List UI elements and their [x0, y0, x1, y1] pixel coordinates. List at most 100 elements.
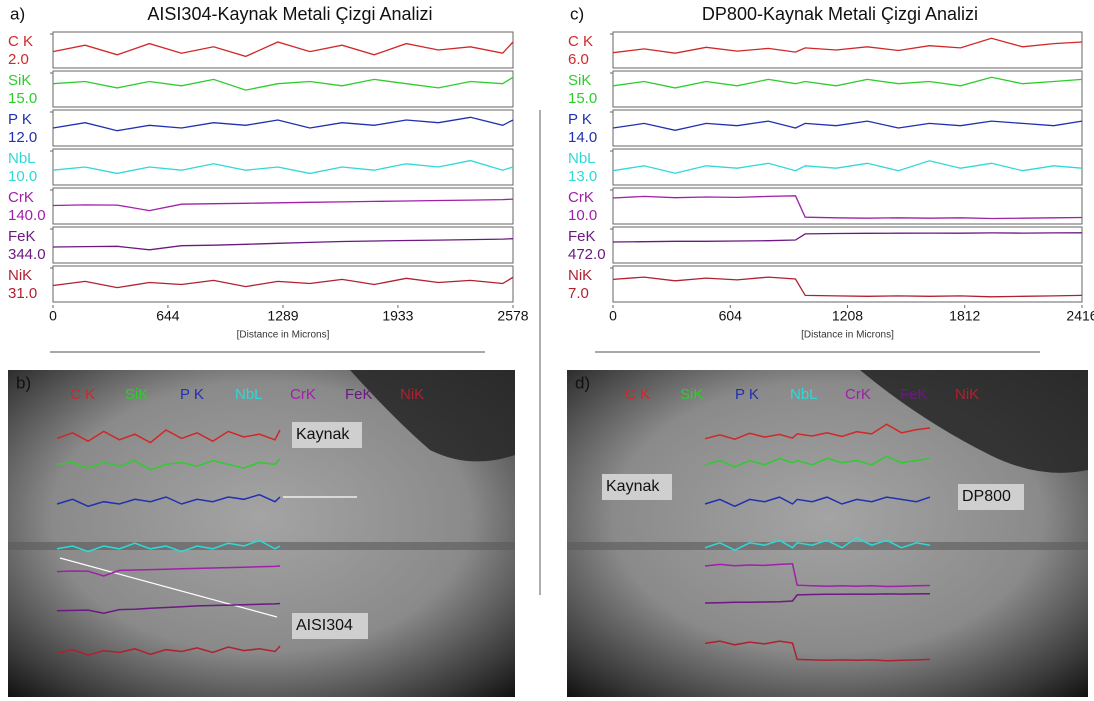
track-max-label: 2.0 [8, 51, 29, 68]
line-scan [52, 198, 514, 212]
overlay-line-scan [704, 640, 931, 662]
overlay-line-scan [56, 458, 281, 471]
annotation: Kaynak [606, 478, 660, 495]
track-max-label: 31.0 [8, 285, 37, 302]
track-name: P K [568, 111, 592, 128]
x-axis-label: [Distance in Microns] [237, 330, 330, 341]
element-label: FeK [900, 386, 928, 403]
track-max-label: 7.0 [568, 285, 589, 302]
line-scan [52, 76, 514, 91]
track-frame [52, 148, 514, 186]
element-label: C K [70, 386, 95, 403]
track-max-label: 10.0 [568, 207, 597, 224]
panel-label: a) [10, 4, 25, 23]
annotation: Kaynak [296, 426, 350, 443]
x-tick-label: 644 [156, 308, 180, 324]
line-scan [612, 276, 1083, 298]
track-name: SiK [8, 72, 31, 89]
element-label: SiK [680, 386, 703, 403]
x-tick-label: 0 [609, 308, 617, 324]
weld-seam [8, 542, 515, 550]
annotation-box [292, 422, 362, 448]
overlay-line-scan [704, 536, 931, 552]
track-frame [52, 31, 514, 69]
panel-label: b) [16, 373, 31, 392]
track-frame [612, 226, 1083, 264]
track-max-label: 140.0 [8, 207, 46, 224]
track-name: P K [8, 111, 32, 128]
track-max-label: 15.0 [568, 90, 597, 107]
x-axis-label: [Distance in Microns] [801, 330, 894, 341]
line-scan [52, 238, 514, 251]
line-scan [612, 160, 1083, 174]
overlay-line-scan [704, 593, 931, 604]
element-label: C K [625, 386, 650, 403]
element-label: NbL [235, 386, 263, 403]
overlay-line-scan [56, 493, 281, 508]
x-tick-label: 1933 [382, 308, 413, 324]
track-frame [612, 187, 1083, 225]
element-label: SiK [125, 386, 148, 403]
annotation-box [602, 474, 672, 500]
track-name: CrK [568, 189, 594, 206]
line-scan [52, 276, 514, 289]
line-scan [612, 76, 1083, 89]
element-label: P K [735, 386, 759, 403]
track-name: FeK [568, 228, 596, 245]
overlay-line-scan [56, 602, 281, 614]
panel-label: c) [570, 4, 584, 23]
track-name: C K [568, 33, 593, 50]
annotation-box [292, 613, 368, 639]
scan-line [59, 557, 278, 618]
track-frame [612, 31, 1083, 69]
track-max-label: 15.0 [8, 90, 37, 107]
element-label: CrK [290, 386, 316, 403]
line-scan [52, 41, 514, 58]
track-frame [612, 265, 1083, 303]
element-label: FeK [345, 386, 373, 403]
track-max-label: 13.0 [568, 168, 597, 185]
track-max-label: 10.0 [8, 168, 37, 185]
element-label: P K [180, 386, 204, 403]
overlay-line-scan [56, 645, 281, 656]
element-label: NbL [790, 386, 818, 403]
image-texture [350, 370, 515, 462]
track-max-label: 12.0 [8, 129, 37, 146]
chart-title: DP800-Kaynak Metali Çizgi Analizi [702, 4, 978, 24]
panels: a) AISI304-Kaynak Metali Çizgi Analizi C K… [8, 4, 1094, 697]
overlay-line-scan [56, 565, 281, 577]
annotation: DP800 [962, 488, 1011, 505]
image-texture [860, 370, 1088, 473]
x-tick-label: 2416 [1066, 308, 1094, 324]
track-frame [52, 187, 514, 225]
track-frame [612, 148, 1083, 186]
x-tick-label: 604 [719, 308, 743, 324]
x-tick-label: 0 [49, 308, 57, 324]
x-tick-label: 1812 [949, 308, 980, 324]
track-name: C K [8, 33, 33, 50]
overlay-line-scan [704, 563, 931, 588]
track-name: CrK [8, 189, 34, 206]
x-tick-label: 1289 [267, 308, 298, 324]
track-frame [52, 70, 514, 108]
annotation: AISI304 [296, 617, 353, 634]
line-scan [612, 120, 1083, 131]
overlay-line-scan [704, 455, 931, 468]
line-scan [52, 116, 514, 132]
track-max-label: 6.0 [568, 51, 589, 68]
track-frame [52, 265, 514, 303]
element-label: CrK [845, 386, 871, 403]
line-scan [52, 159, 514, 175]
chart-title: AISI304-Kaynak Metali Çizgi Analizi [147, 4, 432, 24]
overlay-line-scan [704, 423, 931, 440]
overlay-line-scan [56, 539, 281, 553]
overlay-line-scan [704, 496, 931, 508]
x-tick-label: 2578 [497, 308, 528, 324]
line-scan [612, 195, 1083, 220]
annotation-box [958, 484, 1024, 510]
track-frame [612, 70, 1083, 108]
track-frame [52, 226, 514, 264]
track-name: FeK [8, 228, 36, 245]
track-name: SiK [568, 72, 591, 89]
track-name: NiK [8, 267, 32, 284]
